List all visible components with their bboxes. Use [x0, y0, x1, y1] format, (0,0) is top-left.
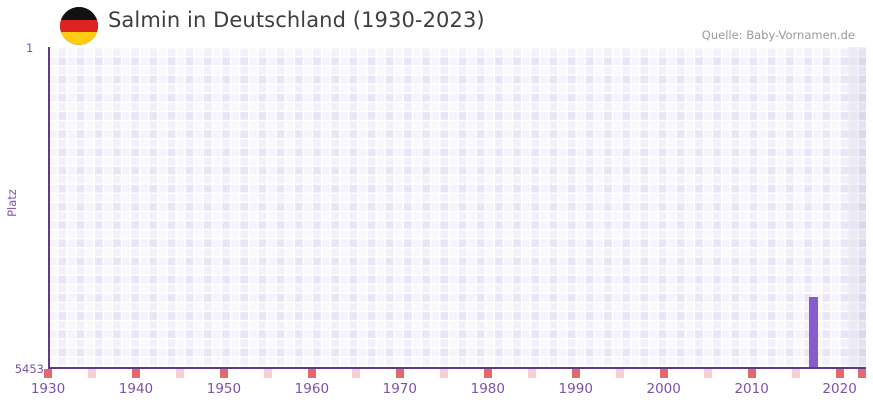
x-tick-label-1980: 1980 [470, 381, 505, 397]
plot-area [48, 47, 866, 368]
x-tick-minor-2015 [791, 369, 800, 378]
x-tick-label-1990: 1990 [558, 381, 593, 397]
x-tick-label-1940: 1940 [118, 381, 154, 397]
flag-band-black [60, 7, 98, 20]
x-tick-minor-1995 [615, 369, 624, 378]
y-axis-tick-top: 1 [26, 41, 34, 55]
x-tick-major-1930 [44, 369, 52, 378]
source-attribution: Quelle: Baby-Vornamen.de [701, 28, 855, 42]
x-tick-major-2000 [659, 369, 668, 378]
chart-title: Salmin in Deutschland (1930-2023) [108, 8, 485, 32]
x-tick-major-1940 [131, 369, 140, 378]
german-flag-icon [60, 7, 98, 45]
x-tick-label-1970: 1970 [382, 381, 417, 397]
x-tick-minor-1965 [351, 369, 360, 378]
x-axis-line [48, 367, 866, 369]
grid-tint [48, 47, 866, 368]
x-tick-minor-1985 [527, 369, 536, 378]
x-tick-major-1980 [483, 369, 492, 378]
flag-band-red [60, 19, 98, 33]
flag-band-gold [60, 32, 98, 45]
y-axis-tick-bottom: 5453 [14, 362, 44, 376]
x-tick-label-1930: 1930 [30, 381, 66, 397]
x-tick-minor-1935 [87, 369, 96, 378]
y-axis-title: Platz [5, 189, 19, 217]
x-tick-label-1950: 1950 [206, 381, 242, 397]
x-tick-minor-1955 [263, 369, 272, 378]
x-tick-major-2010 [747, 369, 756, 378]
x-tick-minor-2005 [703, 369, 712, 378]
x-tick-label-1960: 1960 [294, 381, 330, 397]
x-tick-major-2020 [835, 369, 844, 378]
bar-2017 [809, 297, 819, 368]
x-tick-major-1950 [219, 369, 228, 378]
x-tick-major-1960 [307, 369, 316, 378]
chart-header: Salmin in Deutschland (1930-2023) Quelle… [0, 0, 873, 47]
y-axis-line [48, 47, 50, 369]
x-tick-label-2020: 2020 [822, 381, 857, 397]
x-tick-minor-1975 [439, 369, 448, 378]
x-tick-label-2000: 2000 [646, 381, 681, 397]
x-tick-major-1970 [395, 369, 404, 378]
x-tick-major-1990 [571, 369, 580, 378]
x-tick-major-end [858, 369, 866, 378]
x-tick-minor-1945 [175, 369, 184, 378]
x-tick-label-2010: 2010 [734, 381, 769, 397]
